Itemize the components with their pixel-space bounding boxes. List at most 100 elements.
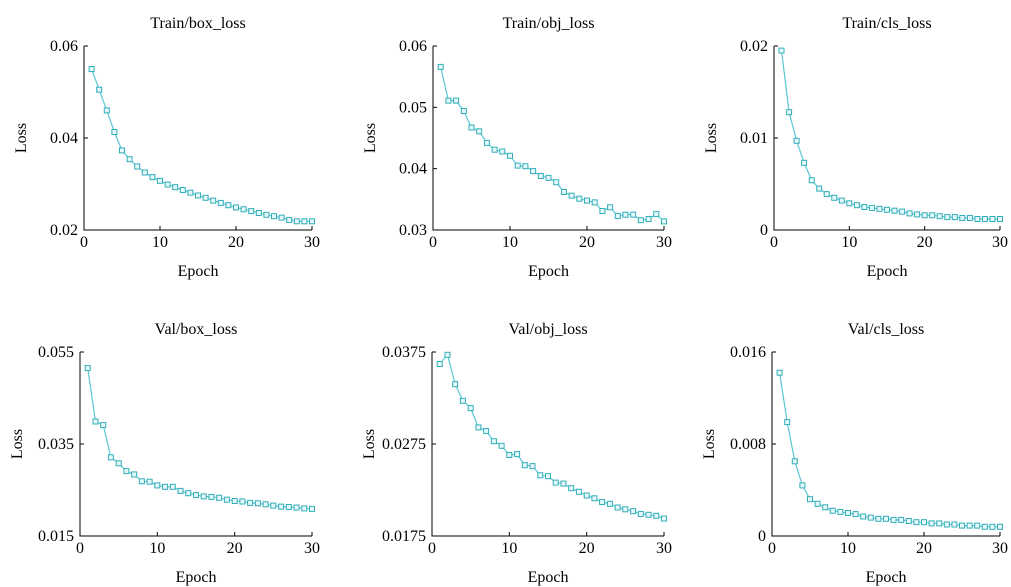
data-point: [799, 482, 806, 489]
y-tick-label: 0.01: [740, 130, 768, 147]
data-point: [661, 218, 667, 225]
data-point: [883, 515, 889, 522]
data-point: [637, 217, 644, 224]
y-tick-label: 0.0275: [382, 436, 426, 453]
data-point: [814, 500, 821, 507]
data-point: [233, 204, 239, 211]
x-tick-label: 30: [304, 540, 320, 557]
data-point: [177, 487, 184, 494]
data-point: [944, 214, 951, 221]
data-point: [162, 483, 169, 490]
data-point: [928, 520, 935, 527]
data-point: [860, 513, 867, 520]
y-tick-label: 0.055: [38, 344, 74, 361]
x-tick-label: 10: [501, 540, 517, 557]
data-point: [637, 510, 644, 517]
train-obj-loss-chart: Train/obj_loss 0 10 20 30 0.03 0.04 0.05 0.06 Epo…: [362, 15, 672, 280]
data-point: [606, 500, 613, 507]
data-point: [460, 108, 467, 114]
data-point: [793, 137, 800, 144]
data-point: [262, 501, 269, 508]
data-point: [445, 97, 452, 104]
data-point: [169, 483, 176, 490]
axes-frame: [431, 352, 664, 537]
y-axis-label: Loss: [361, 429, 378, 459]
series-line: [91, 68, 312, 222]
data-point: [545, 174, 552, 181]
x-tick-label: 10: [841, 234, 857, 251]
data-point: [829, 507, 836, 514]
data-point: [914, 211, 921, 218]
data-point: [506, 452, 513, 458]
data-point: [119, 147, 125, 154]
data-point: [929, 212, 936, 219]
data-point: [107, 454, 114, 461]
data-point: [103, 107, 110, 114]
data-point: [989, 216, 996, 222]
data-point: [599, 499, 606, 505]
val-cls-loss-chart: Val/cls_loss 0 10 20 30 0 0.008 0.016 Epoch Loss: [701, 321, 1008, 586]
data-point: [92, 418, 99, 425]
x-tick-label: 30: [656, 540, 672, 557]
data-point: [507, 152, 513, 159]
x-tick-label: 20: [228, 234, 244, 251]
data-point: [514, 451, 521, 458]
series-line: [439, 353, 665, 520]
x-tick-label: 0: [429, 234, 437, 251]
data-point: [876, 205, 883, 212]
data-point: [530, 168, 537, 175]
data-point: [576, 195, 583, 202]
data-point: [115, 460, 122, 467]
y-tick-label: 0.05: [399, 99, 427, 116]
y-tick-label: 0.03: [399, 222, 427, 239]
data-point: [208, 493, 215, 500]
y-tick-label: 0: [758, 528, 766, 545]
y-tick-label: 0.04: [50, 130, 78, 147]
y-tick-label: 0.0175: [382, 528, 426, 545]
data-point: [96, 86, 103, 93]
data-point: [997, 523, 1003, 530]
data-point: [529, 463, 536, 470]
data-point: [111, 129, 118, 135]
axes-frame: [771, 352, 1000, 537]
x-tick-label: 10: [152, 234, 168, 251]
data-point: [801, 159, 808, 166]
data-point: [475, 424, 482, 431]
data-point: [591, 495, 598, 502]
x-axis-label: Epoch: [528, 263, 569, 280]
data-point: [483, 428, 490, 435]
y-tick-label: 0.008: [730, 436, 766, 453]
data-point: [568, 485, 575, 492]
data-point: [476, 128, 483, 135]
data-point: [776, 369, 783, 376]
data-point: [293, 218, 300, 225]
data-point: [172, 184, 179, 191]
data-point: [614, 212, 621, 219]
chart-title: Val/box_loss: [155, 321, 238, 338]
x-tick-label: 0: [768, 540, 776, 557]
data-point: [278, 214, 285, 221]
y-axis-label: Loss: [701, 429, 718, 459]
data-point: [861, 204, 868, 210]
data-point: [853, 202, 860, 209]
data-point: [875, 515, 882, 522]
data-point: [784, 419, 791, 426]
data-point: [959, 522, 965, 529]
chart-title: Val/obj_loss: [508, 321, 587, 338]
y-axis-label: Loss: [703, 123, 720, 153]
data-point: [239, 498, 246, 505]
data-point: [943, 521, 950, 528]
chart-title: Val/cls_loss: [848, 321, 924, 338]
data-point: [951, 521, 958, 528]
data-point: [868, 204, 875, 211]
data-point: [921, 519, 927, 526]
data-point: [808, 177, 815, 184]
data-point: [247, 499, 254, 506]
y-axis-label: Loss: [9, 429, 26, 459]
data-point: [278, 503, 285, 510]
data-point: [599, 208, 606, 214]
data-point: [568, 192, 575, 199]
axes-frame: [432, 46, 664, 231]
val-box-loss-chart: Val/box_loss 0 10 20 30 0.015 0.035 0.055 Epoch L…: [9, 321, 320, 586]
data-point: [537, 173, 544, 179]
